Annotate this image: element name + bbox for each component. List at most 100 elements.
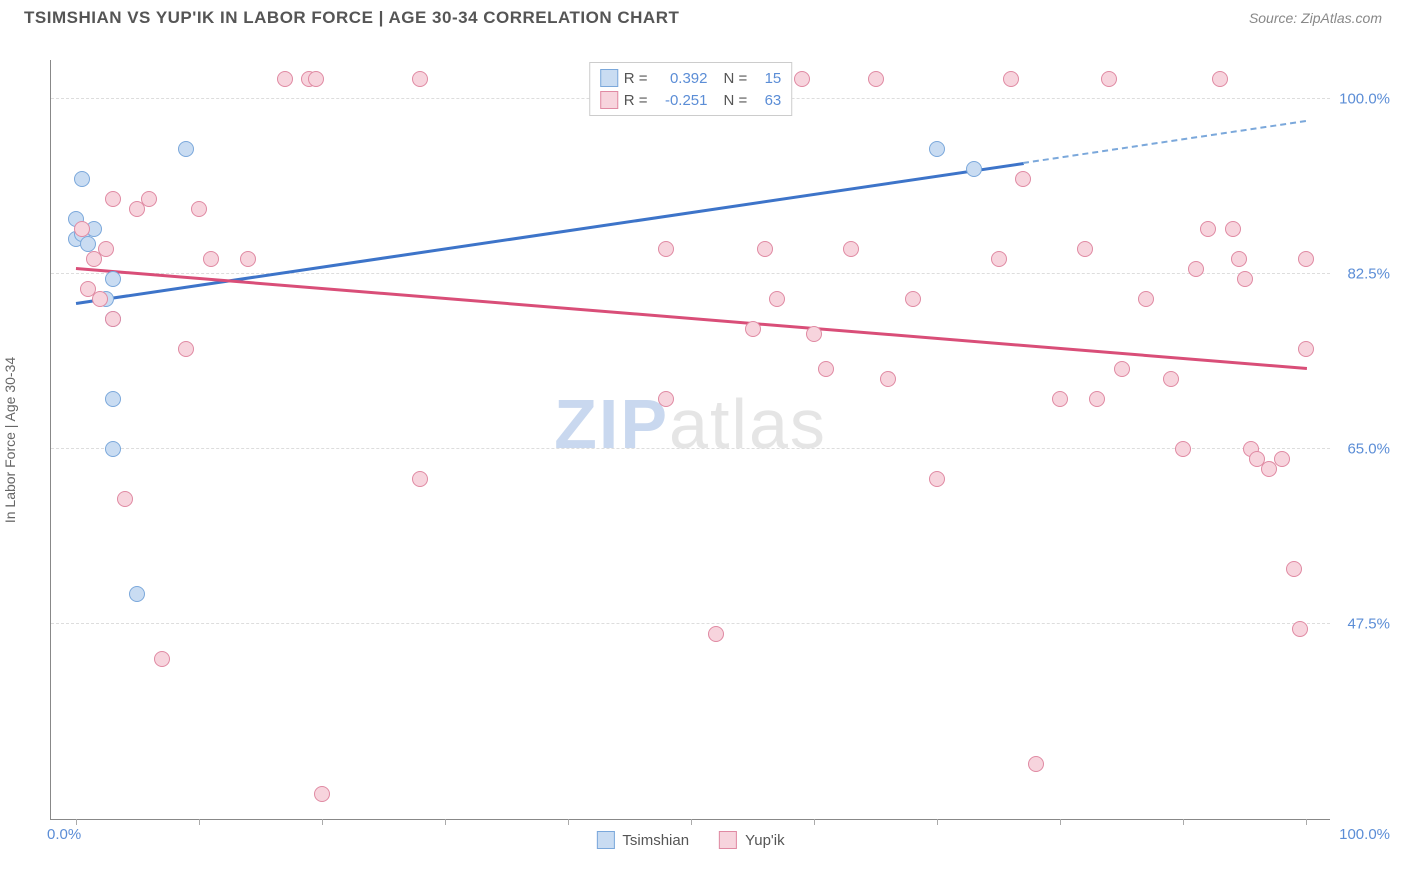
- x-tick: [1060, 819, 1061, 825]
- data-point: [929, 141, 945, 157]
- gridline: [51, 273, 1330, 274]
- x-tick: [691, 819, 692, 825]
- watermark: ZIPatlas: [554, 384, 827, 464]
- data-point: [1292, 621, 1308, 637]
- data-point: [141, 191, 157, 207]
- data-point: [658, 391, 674, 407]
- chart-title: TSIMSHIAN VS YUP'IK IN LABOR FORCE | AGE…: [24, 8, 679, 28]
- legend-swatch: [596, 831, 614, 849]
- data-point: [929, 471, 945, 487]
- data-point: [1089, 391, 1105, 407]
- data-point: [1114, 361, 1130, 377]
- series-legend: Tsimshian Yup'ik: [596, 831, 784, 849]
- data-point: [308, 71, 324, 87]
- data-point: [905, 291, 921, 307]
- data-point: [1286, 561, 1302, 577]
- data-point: [178, 141, 194, 157]
- data-point: [105, 311, 121, 327]
- plot-region: ZIPatlas R =0.392N =15R =-0.251N =63 0.0…: [50, 60, 1330, 820]
- data-point: [412, 71, 428, 87]
- x-tick: [814, 819, 815, 825]
- data-point: [105, 441, 121, 457]
- x-tick: [445, 819, 446, 825]
- x-axis-max-label: 100.0%: [1339, 826, 1390, 843]
- data-point: [277, 71, 293, 87]
- data-point: [843, 241, 859, 257]
- x-tick: [199, 819, 200, 825]
- chart-area: In Labor Force | Age 30-34 ZIPatlas R =0…: [50, 60, 1380, 820]
- data-point: [991, 251, 1007, 267]
- data-point: [98, 241, 114, 257]
- data-point: [105, 191, 121, 207]
- trend-line: [75, 162, 1023, 304]
- data-point: [1003, 71, 1019, 87]
- x-tick: [322, 819, 323, 825]
- data-point: [1138, 291, 1154, 307]
- data-point: [80, 236, 96, 252]
- data-point: [818, 361, 834, 377]
- data-point: [1200, 221, 1216, 237]
- data-point: [1237, 271, 1253, 287]
- legend-item: Tsimshian: [596, 831, 689, 849]
- trend-line: [1023, 120, 1306, 164]
- data-point: [105, 391, 121, 407]
- trend-line: [76, 267, 1307, 369]
- data-point: [1188, 261, 1204, 277]
- data-point: [178, 341, 194, 357]
- data-point: [1101, 71, 1117, 87]
- data-point: [1298, 251, 1314, 267]
- data-point: [74, 221, 90, 237]
- data-point: [708, 626, 724, 642]
- data-point: [412, 471, 428, 487]
- x-tick: [1183, 819, 1184, 825]
- y-tick-label: 65.0%: [1347, 441, 1390, 458]
- data-point: [129, 586, 145, 602]
- data-point: [1212, 71, 1228, 87]
- y-tick-label: 100.0%: [1339, 91, 1390, 108]
- data-point: [1225, 221, 1241, 237]
- x-tick: [568, 819, 569, 825]
- legend-row: R =-0.251N =63: [600, 89, 782, 111]
- data-point: [806, 326, 822, 342]
- data-point: [757, 241, 773, 257]
- data-point: [769, 291, 785, 307]
- data-point: [1163, 371, 1179, 387]
- data-point: [868, 71, 884, 87]
- y-tick-label: 82.5%: [1347, 266, 1390, 283]
- data-point: [117, 491, 133, 507]
- data-point: [658, 241, 674, 257]
- x-tick: [1306, 819, 1307, 825]
- y-axis-label: In Labor Force | Age 30-34: [2, 357, 18, 523]
- data-point: [92, 291, 108, 307]
- data-point: [1231, 251, 1247, 267]
- correlation-legend: R =0.392N =15R =-0.251N =63: [589, 62, 793, 116]
- data-point: [1015, 171, 1031, 187]
- legend-row: R =0.392N =15: [600, 67, 782, 89]
- data-point: [1298, 341, 1314, 357]
- x-tick: [937, 819, 938, 825]
- legend-swatch: [600, 91, 618, 109]
- data-point: [240, 251, 256, 267]
- y-tick-label: 47.5%: [1347, 616, 1390, 633]
- x-tick: [76, 819, 77, 825]
- data-point: [154, 651, 170, 667]
- source-attribution: Source: ZipAtlas.com: [1249, 10, 1382, 26]
- gridline: [51, 448, 1330, 449]
- data-point: [794, 71, 810, 87]
- data-point: [191, 201, 207, 217]
- data-point: [74, 171, 90, 187]
- gridline: [51, 623, 1330, 624]
- legend-item: Yup'ik: [719, 831, 785, 849]
- data-point: [1274, 451, 1290, 467]
- data-point: [1077, 241, 1093, 257]
- data-point: [880, 371, 896, 387]
- data-point: [1175, 441, 1191, 457]
- data-point: [314, 786, 330, 802]
- x-axis-min-label: 0.0%: [47, 826, 81, 843]
- data-point: [966, 161, 982, 177]
- data-point: [745, 321, 761, 337]
- data-point: [105, 271, 121, 287]
- data-point: [1052, 391, 1068, 407]
- legend-swatch: [600, 69, 618, 87]
- data-point: [203, 251, 219, 267]
